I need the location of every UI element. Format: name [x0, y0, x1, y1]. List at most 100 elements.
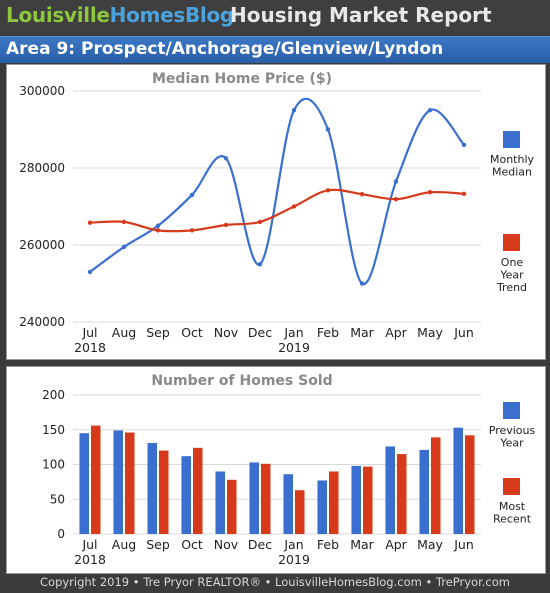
data-point — [87, 220, 93, 225]
legend-label: Year — [499, 269, 524, 282]
y-tick-label: 150 — [42, 423, 65, 437]
y-tick-label: 100 — [42, 458, 65, 472]
series-line — [89, 97, 465, 285]
data-point — [325, 188, 331, 193]
bar — [125, 432, 135, 534]
data-point — [121, 219, 127, 225]
data-point — [189, 192, 195, 198]
bar — [227, 479, 237, 534]
report-title: Housing Market Report — [230, 3, 492, 27]
bar — [317, 480, 327, 534]
data-point — [87, 269, 93, 275]
bar — [261, 463, 271, 534]
data-point — [325, 127, 331, 132]
bar — [465, 435, 475, 534]
x-tick-label: Sep — [146, 537, 170, 552]
year-label: 2019 — [278, 340, 310, 355]
bar — [397, 454, 407, 534]
y-tick-label: 240000 — [19, 315, 65, 329]
bar — [329, 471, 339, 534]
legend-label: Median — [492, 166, 532, 179]
x-tick-label: Oct — [181, 325, 203, 340]
data-point — [155, 223, 161, 228]
data-point — [189, 228, 195, 233]
y-tick-label: 0 — [57, 527, 65, 541]
bar — [159, 450, 169, 534]
data-point — [257, 219, 263, 225]
y-tick-label: 280000 — [19, 161, 65, 175]
bar — [147, 442, 157, 534]
y-tick-label: 300000 — [19, 84, 65, 98]
data-point — [121, 244, 127, 250]
bar — [351, 465, 361, 534]
x-tick-label: Mar — [350, 537, 374, 552]
legend-swatch — [503, 234, 520, 251]
series-line — [89, 188, 465, 233]
brand-part-2: HomesBlog — [109, 3, 235, 27]
legend-swatch — [503, 131, 520, 148]
x-tick-label: Apr — [385, 325, 407, 340]
sold-chart: 0 50 100 150 200 Jul Aug Sep Oct Nov Dec Jan Feb Mar A… — [42, 388, 536, 567]
area-bar: Area 9: Prospect/Anchorage/Glenview/Lynd… — [0, 36, 550, 63]
legend-label: Monthly — [490, 153, 535, 166]
brand-logo[interactable]: LouisvilleHomesBlog — [6, 3, 234, 27]
y-tick-label: 200 — [42, 388, 65, 402]
bar — [215, 471, 225, 534]
bar — [193, 447, 203, 534]
x-tick-label: Apr — [385, 537, 407, 552]
price-chart-panel: Median Home Price ($) 240000 260000 280000… — [6, 64, 546, 360]
bar — [431, 437, 441, 534]
x-tick-label: Dec — [248, 325, 272, 340]
data-point — [461, 191, 467, 196]
bar — [113, 430, 123, 534]
x-tick-label: Jul — [81, 537, 97, 552]
x-tick-label: Jan — [283, 537, 303, 552]
x-tick-label: Mar — [350, 325, 374, 340]
bar — [295, 490, 305, 534]
data-point — [461, 142, 467, 148]
bar — [91, 425, 101, 534]
x-tick-label: May — [417, 537, 443, 552]
legend-label: One — [501, 256, 524, 269]
bar — [79, 433, 89, 534]
x-tick-label: Jun — [453, 325, 474, 340]
x-tick-label: May — [417, 325, 443, 340]
sold-chart-title: Number of Homes Sold — [151, 373, 333, 389]
price-chart: 240000 260000 280000 300000 Jul Aug Sep Oct Nov D… — [19, 84, 535, 355]
x-tick-label: Feb — [317, 537, 339, 552]
legend-label: Recent — [493, 513, 532, 526]
x-tick-label: Feb — [317, 325, 339, 340]
legend-label: Trend — [496, 281, 527, 294]
x-tick-label: Aug — [112, 537, 136, 552]
data-point — [393, 179, 399, 184]
bar — [181, 456, 191, 534]
x-tick-label: Sep — [146, 325, 170, 340]
legend-label: Previous — [489, 424, 536, 437]
x-tick-label: Jul — [81, 325, 97, 340]
x-tick-label: Nov — [214, 537, 239, 552]
bar — [453, 427, 463, 534]
brand-part-1: Louisville — [6, 3, 110, 27]
x-tick-label: Nov — [214, 325, 239, 340]
x-tick-label: Jun — [453, 537, 474, 552]
data-point — [223, 222, 229, 228]
y-tick-label: 260000 — [19, 238, 65, 252]
x-tick-label: Oct — [181, 537, 203, 552]
data-point — [427, 190, 433, 195]
price-chart-title: Median Home Price ($) — [152, 71, 332, 87]
legend-label: Most — [499, 500, 526, 513]
y-tick-label: 50 — [50, 492, 65, 506]
data-point — [291, 108, 297, 113]
area-title: Area 9: Prospect/Anchorage/Glenview/Lynd… — [6, 39, 444, 59]
top-bar: LouisvilleHomesBlog Housing Market Repor… — [0, 0, 550, 34]
data-point — [359, 191, 365, 197]
bar — [283, 474, 293, 534]
data-point — [427, 108, 433, 113]
legend-swatch — [503, 478, 520, 495]
year-label: 2018 — [74, 552, 106, 567]
bar — [363, 466, 373, 534]
bar — [419, 449, 429, 534]
data-point — [155, 228, 161, 233]
year-label: 2018 — [74, 340, 106, 355]
